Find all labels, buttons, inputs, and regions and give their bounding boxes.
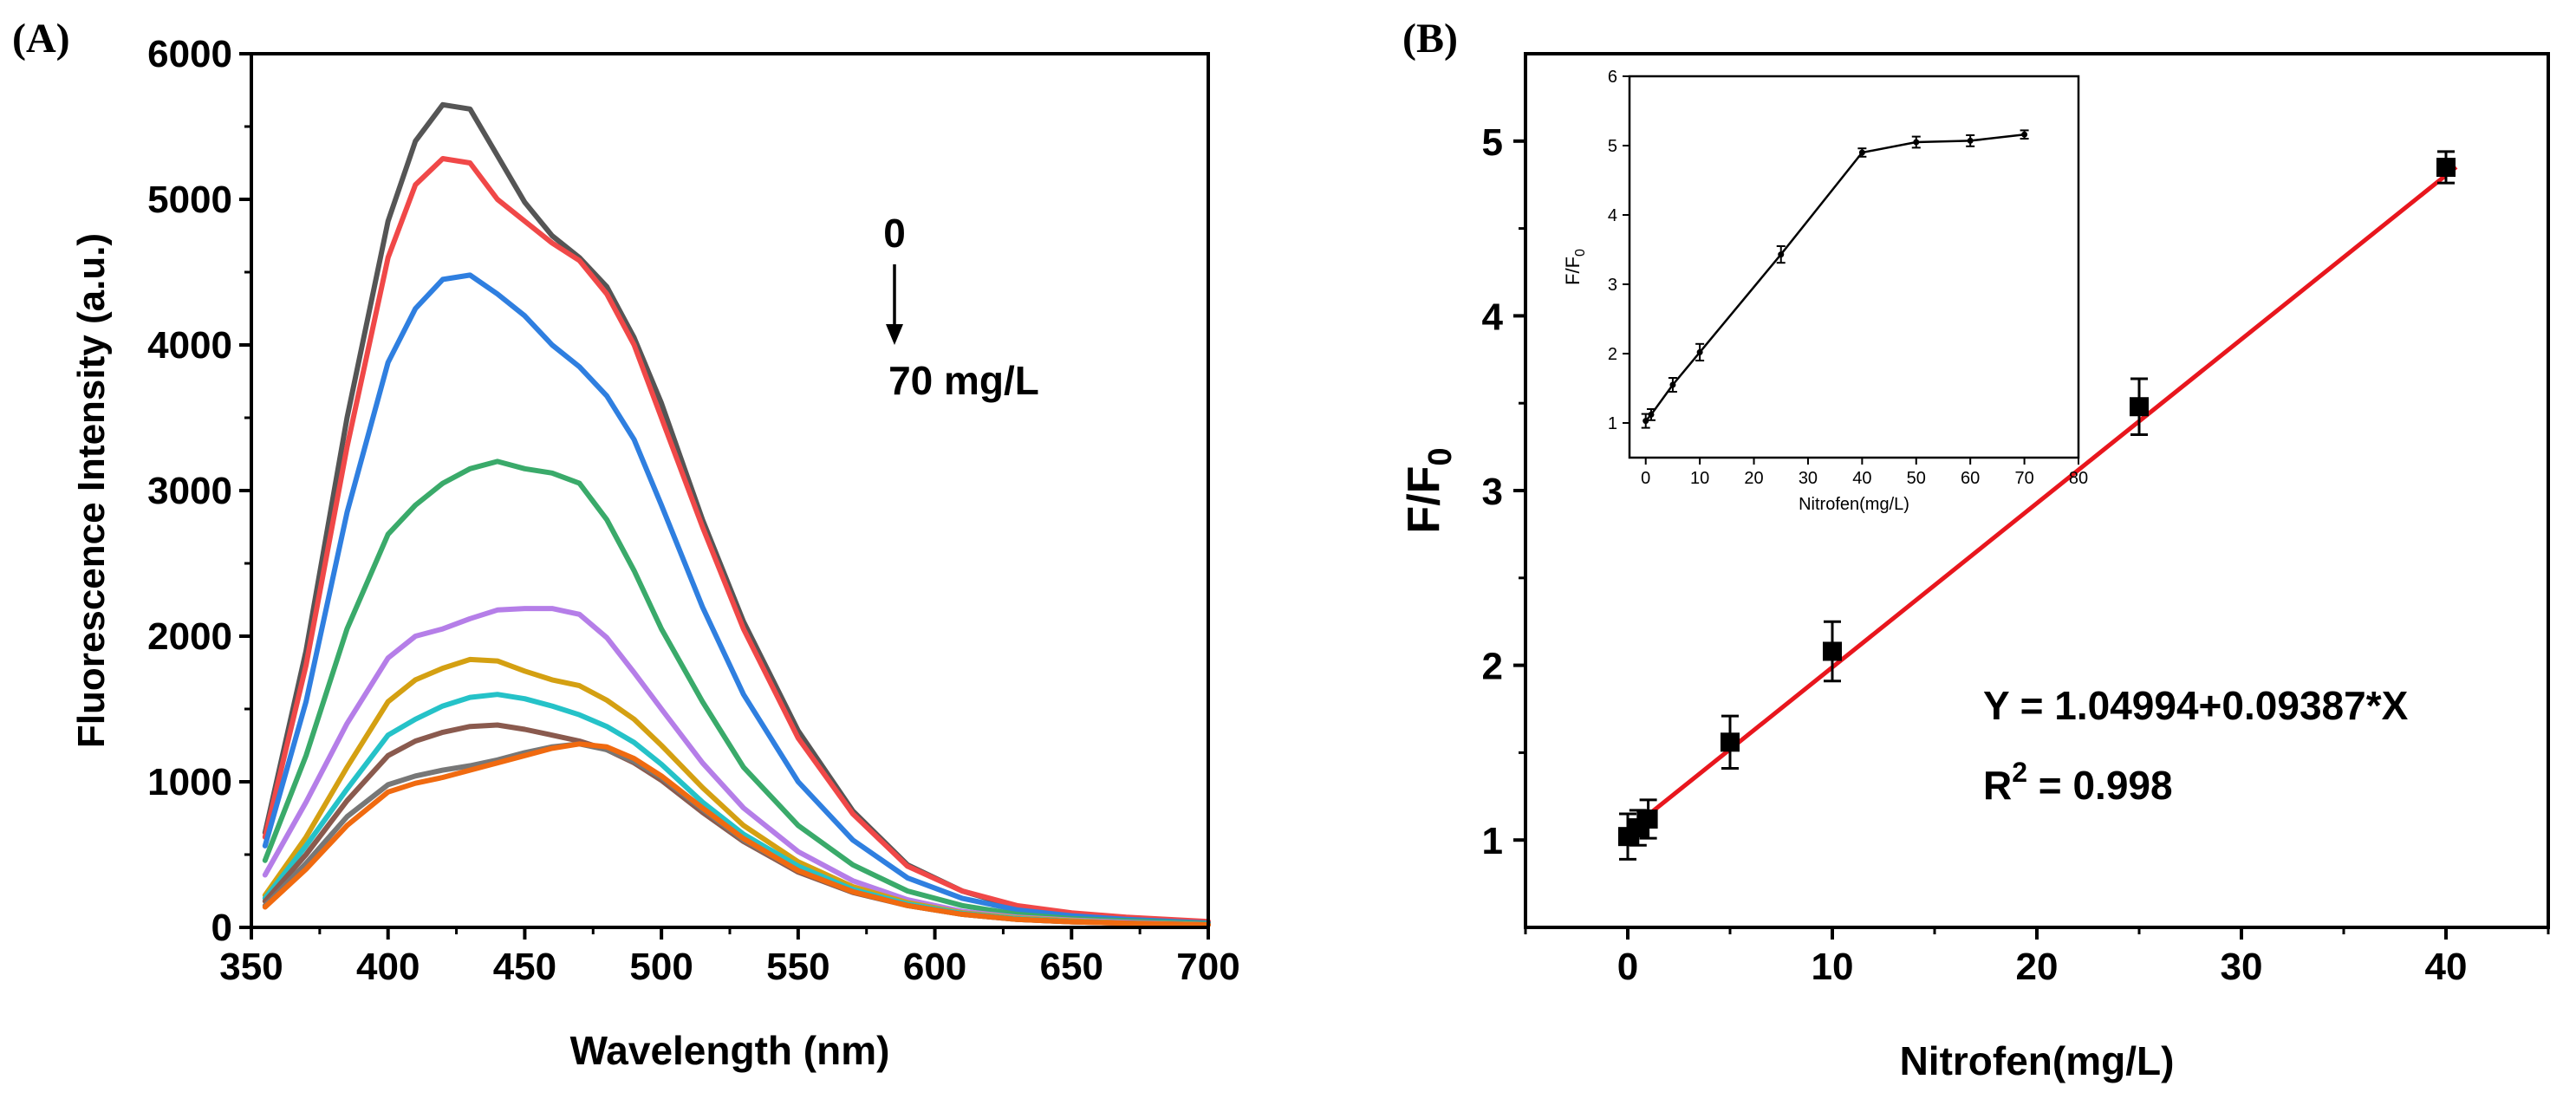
x-tick-label: 500 <box>629 946 693 988</box>
inset-data-point <box>1857 147 1867 158</box>
inset-ticks: 0 10 20 30 40 50 60 70 80 1 2 3 4 5 6 <box>1608 68 2088 488</box>
y-tick-label: 1 <box>1482 820 1503 862</box>
inset-data-point <box>1911 135 1921 149</box>
y-tick-label: 5 <box>1482 121 1503 164</box>
inset-points <box>1641 129 2029 429</box>
y-tick-label: 6000 <box>147 33 232 75</box>
y-tick-label: 2000 <box>147 615 232 658</box>
spectrum-line-2 <box>262 272 1211 926</box>
inset-data-point <box>1668 377 1677 393</box>
inset-y-tick-label: 3 <box>1608 276 1617 295</box>
x-tick-label: 0 <box>1617 946 1638 988</box>
x-tick-label: 10 <box>1812 946 1854 988</box>
annotation-down-arrow <box>886 264 903 345</box>
data-point <box>1721 714 1740 771</box>
inset-x-tick-label: 70 <box>2014 469 2033 488</box>
spectrum-line-9 <box>262 741 1211 927</box>
linear-fit-line <box>1622 165 2458 836</box>
y-tick-label: 2 <box>1482 646 1503 688</box>
y-tick-label: 1000 <box>147 761 232 803</box>
spectra-x-axis-label: Wavelength (nm) <box>570 1028 890 1073</box>
inset-x-tick-label: 20 <box>1744 469 1763 488</box>
spectra-chart: 350 400 450 500 550 600 650 700 0 1000 2000 3000 400… <box>70 33 1240 1073</box>
inset-plot-frame <box>1628 75 2080 459</box>
inset-y-tick-label: 6 <box>1608 68 1617 87</box>
inset-x-tick-label: 0 <box>1641 469 1650 488</box>
y-tick-label: 5000 <box>147 179 232 221</box>
x-tick-label: 20 <box>2016 946 2059 988</box>
inset-data-point <box>1695 342 1705 361</box>
annotation-start-label: 0 <box>883 211 906 256</box>
inset-y-tick-label: 2 <box>1608 345 1617 364</box>
annotation-end-label: 70 mg/L <box>888 358 1039 403</box>
spectrum-line-4 <box>262 606 1211 927</box>
x-tick-label: 700 <box>1176 946 1239 988</box>
x-tick-label: 600 <box>903 946 966 988</box>
fit-equation: Y = 1.04994+0.09387*X <box>1983 683 2409 728</box>
inset-data-point <box>1776 245 1786 264</box>
y-tick-label: 4000 <box>147 324 232 367</box>
y-tick-label: 4 <box>1482 296 1504 338</box>
y-tick-label: 0 <box>211 907 232 949</box>
x-tick-label: 450 <box>493 946 556 988</box>
inset-x-tick-label: 10 <box>1690 469 1709 488</box>
inset-data-point <box>1966 134 1975 147</box>
inset-x-tick-label: 40 <box>1852 469 1871 488</box>
spectra-y-axis-label: Fluorescence Intensity (a.u.) <box>70 233 113 748</box>
data-point <box>2130 377 2149 436</box>
x-tick-label: 550 <box>766 946 829 988</box>
spectrum-line-5 <box>262 656 1211 927</box>
x-tick-label: 30 <box>2221 946 2263 988</box>
inset-x-tick-label: 80 <box>2069 469 2088 488</box>
calibration-points <box>1618 150 2456 861</box>
inset-x-tick-label: 30 <box>1799 469 1818 488</box>
spectrum-line-3 <box>262 458 1211 927</box>
y-tick-label: 3 <box>1482 471 1503 513</box>
x-tick-label: 650 <box>1040 946 1103 988</box>
inset-data-point <box>1641 413 1650 429</box>
inset-y-axis-label: F/F0 <box>1562 249 1588 285</box>
inset-data-point <box>2020 129 2029 140</box>
inset-x-tick-label: 50 <box>1907 469 1926 488</box>
panel-a-label: (A) <box>12 16 70 62</box>
spectrum-line-1 <box>262 156 1211 925</box>
inset-y-tick-label: 5 <box>1608 137 1617 156</box>
saturation-inset: 0 10 20 30 40 50 60 70 80 1 2 3 4 5 6 Nitrofen(mg/L) F… <box>1562 68 2088 514</box>
calibration-y-axis-label: F/F0 <box>1399 447 1459 533</box>
spectra-ticks: 350 400 450 500 550 600 650 700 0 1000 2000 3000 400… <box>147 33 1240 988</box>
inset-y-tick-label: 4 <box>1608 206 1617 225</box>
panel-b-label: (B) <box>1402 16 1458 62</box>
x-tick-label: 40 <box>2425 946 2468 988</box>
x-tick-label: 350 <box>219 946 283 988</box>
data-point <box>2436 150 2456 185</box>
spectra-series-group <box>262 101 1211 927</box>
calibration-x-axis-label: Nitrofen(mg/L) <box>1900 1038 2175 1083</box>
data-point <box>1638 798 1658 840</box>
x-tick-label: 400 <box>356 946 420 988</box>
inset-x-axis-label: Nitrofen(mg/L) <box>1799 495 1909 514</box>
data-point <box>1823 620 1842 683</box>
spectrum-line-6 <box>262 692 1211 927</box>
inset-data-point <box>1646 408 1656 421</box>
inset-y-tick-label: 1 <box>1608 414 1617 433</box>
y-tick-label: 3000 <box>147 470 232 512</box>
inset-x-tick-label: 60 <box>1961 469 1980 488</box>
r-squared-label: R2 = 0.998 <box>1983 757 2173 808</box>
